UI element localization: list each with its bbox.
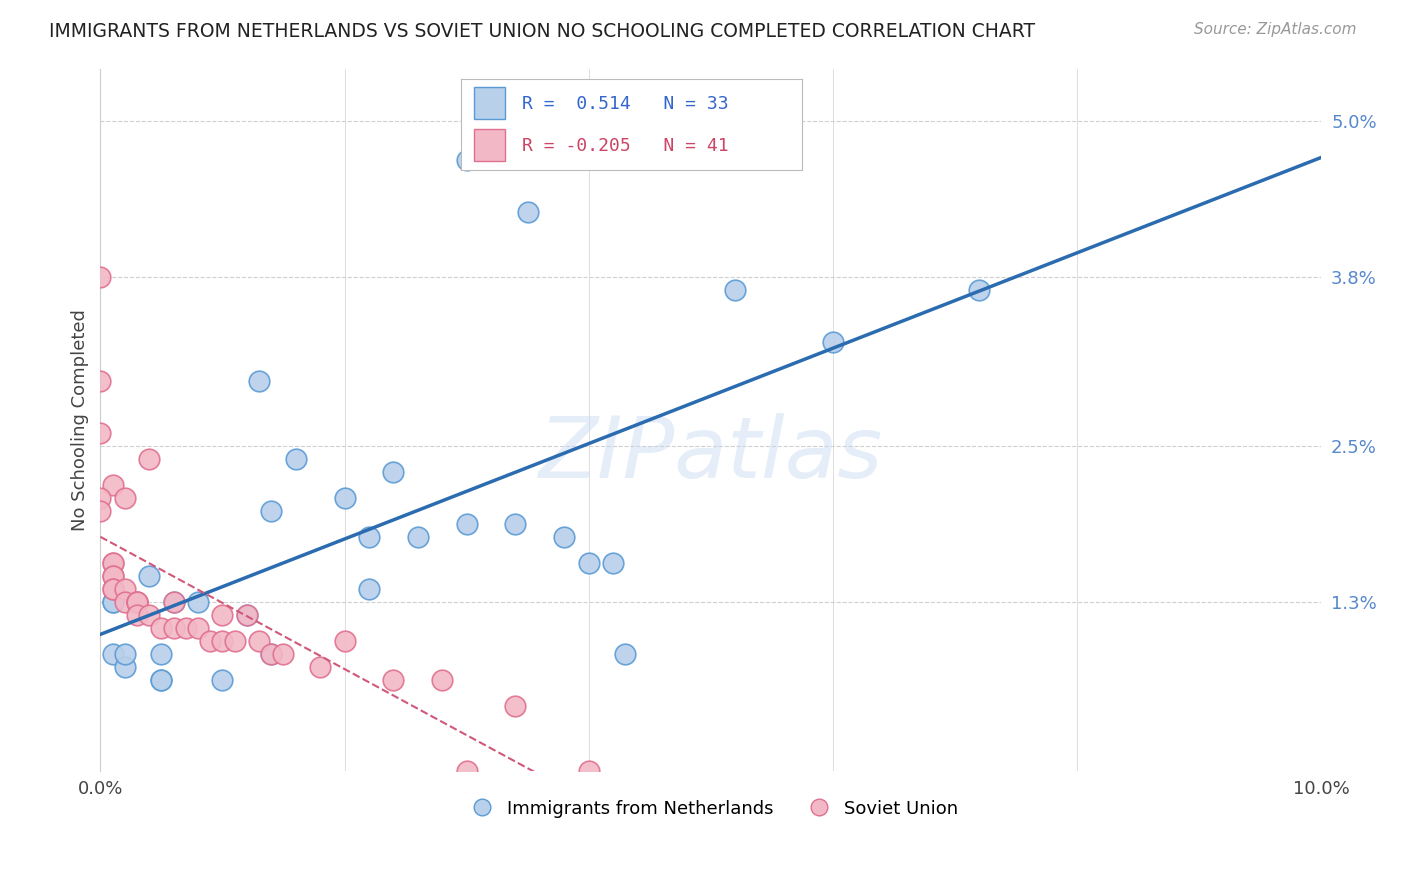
Point	[406, 530, 429, 544]
Point	[200, 633, 222, 648]
Point	[174, 621, 197, 635]
Point	[260, 647, 283, 661]
Point	[125, 594, 148, 608]
Point	[236, 607, 259, 622]
Point	[187, 621, 209, 635]
Point	[89, 503, 111, 517]
Point	[101, 556, 124, 570]
Point	[224, 633, 246, 648]
Point	[101, 647, 124, 661]
Point	[138, 607, 160, 622]
Point	[382, 673, 405, 687]
Point	[101, 594, 124, 608]
Point	[211, 673, 233, 687]
Point	[101, 568, 124, 582]
Point	[150, 673, 173, 687]
Point	[456, 764, 478, 778]
Point	[357, 530, 380, 544]
Point	[114, 594, 136, 608]
Point	[821, 334, 844, 349]
Point	[89, 425, 111, 440]
Point	[456, 153, 478, 167]
Point	[114, 491, 136, 505]
Point	[602, 556, 624, 570]
Point	[724, 283, 747, 297]
Point	[125, 594, 148, 608]
Point	[505, 698, 527, 713]
Point	[187, 594, 209, 608]
Point	[101, 477, 124, 491]
Point	[553, 530, 575, 544]
Point	[333, 633, 356, 648]
Point	[125, 607, 148, 622]
Point	[516, 204, 538, 219]
Point	[614, 647, 637, 661]
Point	[150, 621, 173, 635]
Legend: Immigrants from Netherlands, Soviet Union: Immigrants from Netherlands, Soviet Unio…	[457, 792, 966, 825]
Point	[138, 451, 160, 466]
Point	[432, 673, 454, 687]
Point	[101, 594, 124, 608]
Point	[101, 556, 124, 570]
Point	[150, 673, 173, 687]
Text: Source: ZipAtlas.com: Source: ZipAtlas.com	[1194, 22, 1357, 37]
Point	[309, 659, 332, 673]
Point	[114, 582, 136, 596]
Point	[211, 607, 233, 622]
Point	[101, 582, 124, 596]
Point	[150, 647, 173, 661]
Point	[211, 633, 233, 648]
Point	[138, 568, 160, 582]
Point	[89, 374, 111, 388]
Point	[89, 269, 111, 284]
Text: IMMIGRANTS FROM NETHERLANDS VS SOVIET UNION NO SCHOOLING COMPLETED CORRELATION C: IMMIGRANTS FROM NETHERLANDS VS SOVIET UN…	[49, 22, 1035, 41]
Point	[125, 594, 148, 608]
Point	[247, 374, 270, 388]
Point	[969, 283, 991, 297]
Point	[382, 465, 405, 479]
Point	[114, 647, 136, 661]
Point	[101, 582, 124, 596]
Point	[260, 647, 283, 661]
Y-axis label: No Schooling Completed: No Schooling Completed	[72, 309, 89, 531]
Point	[284, 451, 307, 466]
Point	[101, 568, 124, 582]
Point	[247, 633, 270, 648]
Point	[260, 503, 283, 517]
Point	[456, 516, 478, 531]
Point	[114, 659, 136, 673]
Point	[162, 594, 184, 608]
Point	[236, 607, 259, 622]
Point	[505, 516, 527, 531]
Point	[357, 582, 380, 596]
Point	[333, 491, 356, 505]
Point	[162, 621, 184, 635]
Point	[162, 594, 184, 608]
Point	[89, 491, 111, 505]
Point	[578, 556, 600, 570]
Point	[273, 647, 295, 661]
Text: ZIPatlas: ZIPatlas	[538, 413, 883, 496]
Point	[578, 764, 600, 778]
